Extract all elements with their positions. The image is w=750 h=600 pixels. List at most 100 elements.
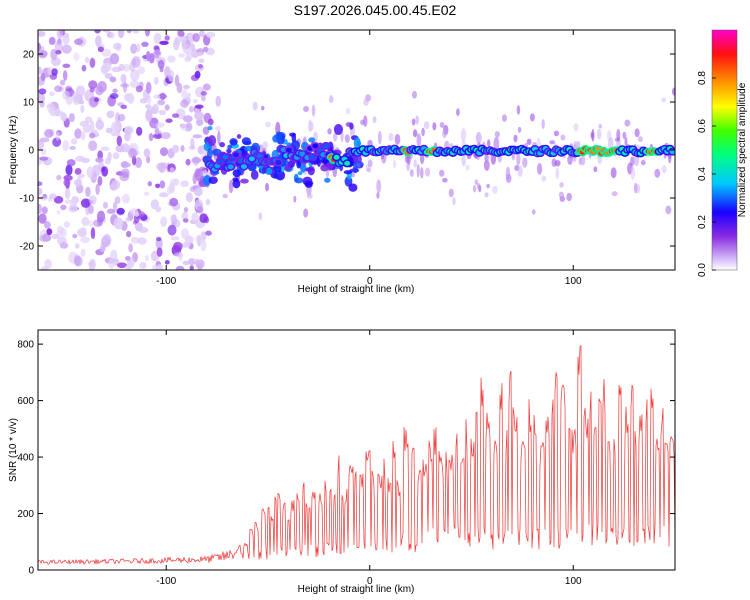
noise-blob <box>102 201 109 209</box>
streak-blob <box>215 95 222 107</box>
noise-blob <box>177 30 184 35</box>
noise-blob <box>62 70 68 81</box>
noise-blob <box>171 214 178 227</box>
streak-blob <box>367 139 373 147</box>
noise-blob <box>110 131 121 137</box>
noise-blob <box>164 259 170 265</box>
noise-blob <box>62 63 71 69</box>
streak-blob <box>439 169 445 177</box>
noise-blob <box>94 30 101 34</box>
noise-blob <box>89 87 95 93</box>
noise-blob <box>55 50 62 55</box>
noise-blob <box>38 213 47 224</box>
spectrogram-blobs <box>38 30 675 270</box>
noise-blob <box>190 137 195 149</box>
noise-blob <box>159 147 169 157</box>
noise-blob <box>144 30 151 37</box>
noise-blob <box>88 220 94 228</box>
noise-blob <box>125 264 132 270</box>
noise-blob <box>64 199 72 204</box>
noise-blob <box>125 230 132 238</box>
noise-blob <box>62 34 70 45</box>
noise-blob <box>123 63 131 72</box>
snr-panel: -100 0 100 0 200 400 600 800 Height of straigh… <box>8 329 676 595</box>
noise-blob <box>154 127 160 135</box>
streak-blob <box>522 157 528 168</box>
noise-blob <box>180 228 189 239</box>
ridge-spread-blob <box>241 137 251 145</box>
noise-blob <box>100 64 109 75</box>
streak-blob <box>456 108 460 116</box>
noise-blob <box>168 69 175 82</box>
noise-blob <box>117 262 127 269</box>
noise-blob <box>189 105 194 113</box>
noise-blob <box>198 58 205 63</box>
noise-blob <box>130 43 138 54</box>
ridge-blob <box>309 154 316 160</box>
ridge-spread-blob <box>202 175 212 186</box>
noise-blob <box>126 92 135 105</box>
colorbar-label: Normalized spectral amplitude <box>737 82 748 217</box>
snr-y-ticks: 0 200 400 600 800 <box>17 340 675 577</box>
noise-blob <box>74 128 82 139</box>
noise-blob <box>180 242 191 248</box>
ridge-spread-blob <box>273 172 279 179</box>
noise-blob <box>138 227 149 233</box>
streak-blob <box>432 122 437 131</box>
noise-blob <box>91 164 101 177</box>
noise-blob <box>81 217 90 227</box>
ridge-spread-blob <box>324 177 331 183</box>
noise-blob <box>161 162 168 169</box>
noise-blob <box>48 36 56 46</box>
noise-blob <box>112 201 118 211</box>
noise-blob <box>84 116 93 124</box>
noise-blob <box>183 84 190 90</box>
streak-blob <box>345 108 351 115</box>
noise-blob <box>86 166 94 179</box>
y-tick-label: 20 <box>23 50 35 61</box>
y-tick-label: 400 <box>17 453 34 464</box>
noise-blob <box>56 174 62 181</box>
streak-blob <box>215 125 221 132</box>
streak-blob <box>630 166 636 180</box>
noise-blob <box>38 234 49 242</box>
ridge-spread-blob <box>284 164 292 172</box>
noise-blob <box>182 260 190 266</box>
noise-blob <box>150 106 158 114</box>
noise-blob <box>155 122 165 128</box>
ridge-spread-blob <box>299 161 307 173</box>
y-tick-label: -10 <box>20 194 35 205</box>
streak-blob <box>415 115 419 125</box>
noise-blob <box>106 110 115 119</box>
streak-blob <box>566 192 572 202</box>
streak-blob <box>624 137 628 147</box>
noise-blob <box>114 196 121 204</box>
noise-blob <box>182 115 193 123</box>
noise-blob <box>165 118 173 123</box>
streak-blob <box>460 128 467 142</box>
noise-blob <box>148 133 154 142</box>
noise-blob <box>80 248 86 258</box>
noise-blob <box>120 104 128 110</box>
ridge-spread-blob <box>296 159 302 169</box>
noise-blob <box>192 134 203 139</box>
streak-blob <box>329 95 334 103</box>
noise-blob <box>88 140 98 152</box>
noise-blob <box>169 197 179 207</box>
streak-blob <box>505 166 511 181</box>
snr-x-ticks: -100 0 100 <box>156 330 582 587</box>
streak-blob <box>303 208 309 218</box>
ridge-blob <box>227 164 234 170</box>
noise-blob <box>128 243 134 253</box>
noise-blob <box>74 38 84 46</box>
noise-blob <box>38 139 45 150</box>
noise-blob <box>166 186 173 195</box>
noise-blob <box>197 64 204 69</box>
noise-blob <box>180 99 189 108</box>
noise-blob <box>73 179 83 187</box>
noise-blob <box>74 255 83 267</box>
streak-blob <box>611 191 618 197</box>
noise-blob <box>100 146 110 151</box>
ridge-spread-blob <box>229 138 238 146</box>
noise-blob <box>157 99 166 106</box>
